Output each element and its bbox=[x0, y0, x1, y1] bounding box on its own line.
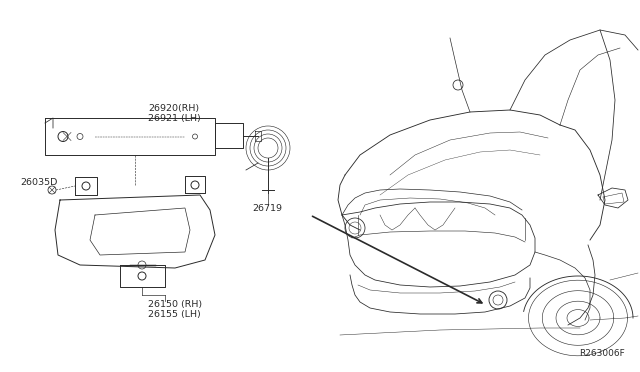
Text: 26155 (LH): 26155 (LH) bbox=[148, 311, 201, 320]
Text: R263006F: R263006F bbox=[579, 349, 625, 358]
Text: 26921 (LH): 26921 (LH) bbox=[148, 113, 201, 122]
Text: 26035D: 26035D bbox=[20, 177, 58, 186]
Text: 26920(RH): 26920(RH) bbox=[148, 103, 199, 112]
Text: 26150 (RH): 26150 (RH) bbox=[148, 301, 202, 310]
Text: 26719: 26719 bbox=[252, 203, 282, 212]
